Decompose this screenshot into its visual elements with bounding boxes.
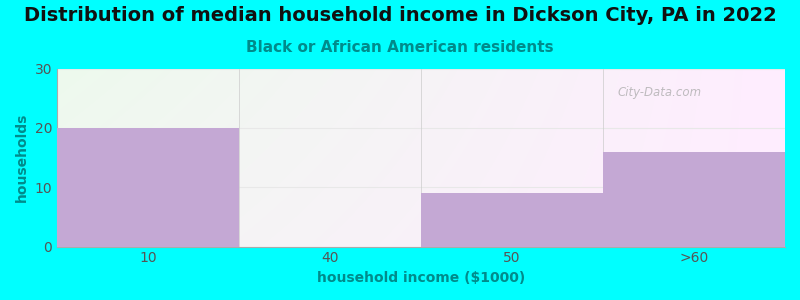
Bar (421, 193, 603, 247)
Bar (57, 128, 239, 247)
X-axis label: household income ($1000): household income ($1000) (317, 271, 525, 285)
Y-axis label: households: households (15, 113, 29, 202)
Bar (603, 152, 785, 247)
Text: Distribution of median household income in Dickson City, PA in 2022: Distribution of median household income … (24, 6, 776, 25)
Text: City-Data.com: City-Data.com (618, 86, 702, 99)
Text: Black or African American residents: Black or African American residents (246, 40, 554, 56)
